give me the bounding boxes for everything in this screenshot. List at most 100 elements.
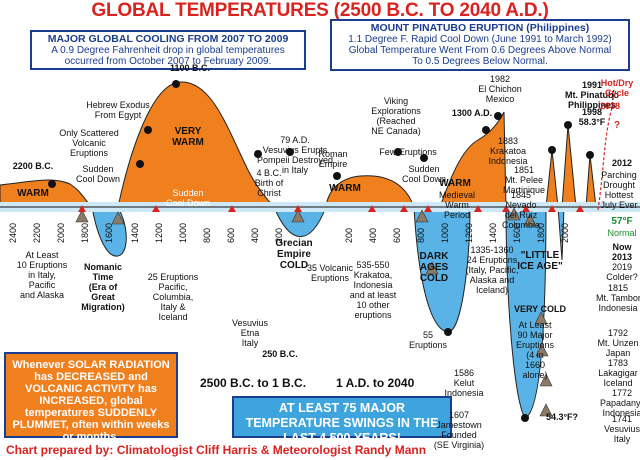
annotation-41: Normal (607, 228, 637, 238)
volcano-icon-9 (539, 373, 553, 387)
tick-bc-1800: 1800 (80, 223, 90, 243)
annotation-27: Medieval Warm Period (438, 190, 476, 220)
eruption-icon-6 (424, 205, 432, 212)
eruption-icon-1 (152, 205, 160, 212)
annotation-31: 1851 Mt. Pelee Martinique (502, 165, 546, 195)
warm-area-5 (561, 124, 577, 208)
annotation-20: DARK AGES COLD (419, 251, 449, 284)
annotation-51: 1741 Vesuvius Italy (603, 414, 640, 444)
tick-bc-400: 400 (250, 228, 260, 243)
annotation-45: VERY COLD (513, 304, 566, 314)
tick-bc-1200: 1200 (154, 223, 164, 243)
annotation-10: Sudden Cool Down (165, 188, 211, 208)
annotation-34: 1998 58.3°F (578, 107, 606, 127)
cooling-box: MAJOR GLOBAL COOLING FROM 2007 TO 2009 A… (30, 30, 306, 70)
annotation-44: "LITTLE ICE AGE" (517, 250, 563, 272)
eruption-icon-4 (368, 205, 376, 212)
event-dot-3 (172, 80, 180, 88)
volcano-icon-7 (534, 311, 548, 325)
volcano-icon-10 (539, 403, 553, 417)
projection-arrow (611, 87, 615, 109)
annotation-36: 2038 (599, 101, 621, 111)
event-dot-16 (521, 414, 529, 422)
tick-ad-1000: 1000 (440, 223, 450, 243)
annotation-32: 1845 Nevado del Ruiz Columbia (501, 190, 541, 230)
annotation-9: VERY WARM (172, 126, 204, 148)
annotation-2: Sudden Cool Down (75, 164, 121, 184)
eruption-icon-8 (502, 205, 510, 212)
annotation-46: At Least 90 Major Eruptions (4 in 1660 a… (515, 320, 555, 380)
volcano-icon-3 (415, 209, 429, 223)
tick-ad-2000: 2000 (560, 223, 570, 243)
annotation-11: 79 A.D. Vesuvius Erupts Pompeii Destroye… (256, 135, 334, 175)
event-dot-10 (494, 112, 502, 120)
event-markers (48, 48, 615, 422)
eruption-icon-3 (294, 205, 302, 212)
annotation-35: Hot/Dry Cycle (600, 78, 634, 98)
tick-bc-600: 600 (226, 228, 236, 243)
annotation-25: 1300 A.D. (451, 108, 493, 118)
tick-ad-400: 400 (368, 228, 378, 243)
event-dot-15 (444, 328, 452, 336)
warm-area-3 (439, 111, 507, 208)
eruption-icon-0 (78, 205, 86, 212)
event-dot-2 (144, 126, 152, 134)
tick-bc-1000: 1000 (178, 223, 188, 243)
pinatubo-line-1: 1.1 Degree F. Rapid Cool Down (June 1991… (348, 34, 612, 45)
annotation-0: 2200 B.C. (12, 161, 54, 171)
annotation-4: Nomanic Time (Era of Great Migration) (81, 262, 125, 312)
annotation-40: 57°F (611, 216, 633, 227)
annotation-52: 1586 Kelut Indonesia (444, 368, 484, 398)
warm-area-2 (325, 175, 415, 208)
tick-bc-1600: 1600 (104, 223, 114, 243)
annotation-7: Hebrew Exodus From Egypt (86, 100, 150, 120)
tick-bc-800: 800 (202, 228, 212, 243)
volcano-icon-8 (535, 343, 549, 357)
warm-area-1 (117, 81, 276, 208)
chart-credit: Chart prepared by: Climatologist Cliff H… (6, 443, 427, 457)
annotation-21: 55 Eruptions (408, 330, 448, 350)
event-dot-1 (136, 160, 144, 168)
annotation-53: 1607 Jamestown Founded (SE Virginia) (433, 410, 485, 450)
tick-ad-1600: 1600 (512, 223, 522, 243)
time-axis: 2400 2200 2000 1800 1600 1400 1200 1000 800 600 40… (0, 202, 640, 243)
annotation-22: Viking Explorations (Reached NE Canada) (371, 96, 421, 136)
annotation-33: 1991 Mt. Pinatubo Philippines (565, 80, 619, 110)
projection-line (597, 107, 613, 211)
eruption-icon-10 (548, 205, 556, 212)
pinatubo-box: MOUNT PINATUBO ERUPTION (Philippines) 1.… (330, 19, 630, 71)
event-dot-4 (254, 150, 262, 158)
annotation-12: 4 B.C. Birth of Christ (254, 168, 284, 198)
solar-volcanic-note: Whenever SOLAR RADIATION has DECREASED a… (4, 352, 178, 443)
annotation-49: 1783 Lakagigar Iceland (598, 358, 638, 388)
tick-ad-800: 800 (416, 228, 426, 243)
tick-ad-1400: 1400 (488, 223, 498, 243)
cold-areas (91, 206, 565, 419)
annotation-3: At Least 10 Eruptions in Italy, Pacific … (16, 250, 68, 300)
eruption-icon-7 (474, 205, 482, 212)
annotation-30: 1883 Krakatoa Indonesia (488, 136, 528, 166)
eruption-icon-2 (228, 205, 236, 212)
tick-bc-1400: 1400 (130, 223, 140, 243)
annotation-5: 25 Eruptions Pacific, Columbia, Italy & … (147, 272, 199, 322)
volcano-icon-0 (75, 209, 89, 223)
pinatubo-line-2: Global Temperature Went From 0.6 Degrees… (348, 45, 612, 56)
tick-ad-600: 600 (392, 228, 402, 243)
annotation-24: Sudden Cool Down (401, 164, 447, 184)
volcano-icon-1 (111, 211, 125, 225)
event-dot-9 (482, 126, 490, 134)
event-dot-12 (564, 121, 572, 129)
cooling-heading: MAJOR GLOBAL COOLING FROM 2007 TO 2009 (47, 33, 289, 45)
tick-ad-1800: 1800 (536, 223, 546, 243)
eruption-icon-11 (576, 205, 584, 212)
annotation-17: WARM (329, 183, 361, 194)
chart-title: GLOBAL TEMPERATURES (2500 B.C. TO 2040 A… (91, 0, 549, 21)
warm-areas (0, 81, 597, 208)
annotation-42: Now 2013 (611, 242, 633, 262)
annotation-47: 1815 Mt. Tambora Indonesia (596, 283, 640, 313)
annotation-37: ? (613, 120, 621, 131)
annotation-43: 2019 Colder? (606, 262, 638, 282)
annotation-1: WARM (17, 188, 49, 199)
annotation-39: Parching Drought Hottest July Ever (600, 170, 638, 210)
